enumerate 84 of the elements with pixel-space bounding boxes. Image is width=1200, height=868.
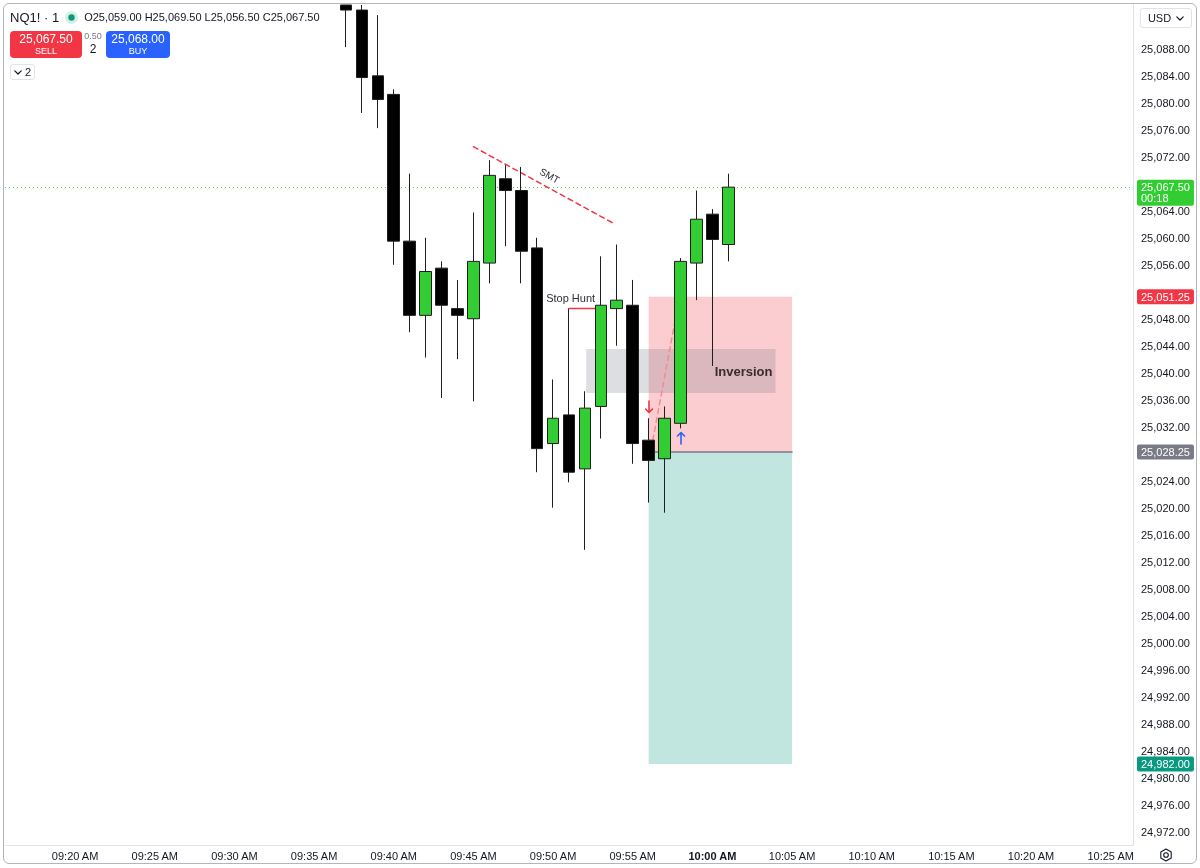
x-tick-label: 09:25 AM: [131, 849, 179, 862]
candlestick: [451, 279, 464, 360]
candlestick: [658, 405, 671, 514]
y-tick-label: 24,972.00: [1141, 825, 1190, 838]
y-tick-label: 25,004.00: [1141, 609, 1190, 622]
y-tick-label: 25,000.00: [1141, 636, 1190, 649]
y-tick-label: 25,060.00: [1141, 231, 1190, 244]
candlestick: [372, 14, 384, 129]
y-tick-label: 24,976.00: [1141, 798, 1190, 811]
currency-button: USD: [1140, 8, 1192, 28]
quantity-field: 2: [84, 42, 102, 57]
annotation: Inversion: [714, 363, 773, 379]
x-tick-label: 10:25 AM: [1087, 849, 1134, 862]
candlestick: [340, 4, 352, 48]
y-tick-label: 25,016.00: [1141, 528, 1190, 541]
y-tick-label: 25,072.00: [1141, 150, 1190, 163]
y-tick-label: 25,084.00: [1141, 69, 1190, 82]
annotation: 25,067.50: [18, 32, 74, 46]
x-tick-label: 10:15 AM: [928, 849, 975, 862]
candlestick: [467, 211, 480, 402]
y-tick-label: 24,992.00: [1141, 690, 1190, 703]
x-tick-label: 09:30 AM: [211, 849, 258, 862]
x-tick-label: 10:05 AM: [768, 849, 816, 862]
x-tick-label: 09:35 AM: [290, 849, 338, 862]
chart-title: NQ1! · 1: [10, 9, 60, 25]
y-tick-label: 25,088.00: [1141, 42, 1190, 55]
y-tick-label: 25,028.25: [1141, 445, 1190, 458]
candlestick: [531, 237, 543, 473]
y-tick-label: 24,982.00: [1141, 758, 1190, 771]
collapse-button: 2: [10, 64, 35, 80]
y-tick-label: 25,020.00: [1141, 501, 1190, 514]
ref-line-label: 25,067.50 00:18: [1141, 181, 1190, 205]
candlestick: [435, 260, 448, 399]
x-tick-label: 09:55 AM: [609, 849, 656, 862]
y-tick-label: 25,044.00: [1141, 339, 1190, 352]
candlestick: [610, 244, 623, 347]
x-tick-label: 09:50 AM: [529, 849, 577, 862]
x-tick-label: 10:00 AM: [688, 849, 737, 862]
y-tick-label: 25,012.00: [1141, 555, 1190, 568]
candlestick: [690, 190, 703, 301]
candlestick: [419, 237, 432, 359]
y-tick-label: 24,988.00: [1141, 717, 1190, 730]
y-tick-label: 25,040.00: [1141, 366, 1190, 379]
annotation: Stop Hunt: [546, 291, 596, 304]
y-tick-label: 25,051.25: [1141, 290, 1190, 303]
text: O25,059.00 H25,069.50 L25,056.50 C25,067.50: [84, 11, 320, 23]
candlestick: [595, 255, 607, 439]
annotation: BUY: [127, 46, 149, 56]
x-tick-label: 10:10 AM: [848, 849, 895, 862]
annotation: SMT: [537, 165, 562, 186]
candlestick: [547, 378, 559, 509]
sell-button: 25,067.50 SELL: [10, 31, 82, 58]
candlestick: [403, 173, 416, 333]
y-tick-label: 24,996.00: [1141, 663, 1190, 676]
y-tick-label: 25,076.00: [1141, 123, 1190, 136]
candlestick: [387, 88, 400, 266]
annotation: SELL: [34, 46, 58, 56]
candlestick: [499, 164, 512, 247]
x-tick-label: 10:20 AM: [1007, 849, 1055, 862]
y-tick-label: 25,024.00: [1141, 474, 1190, 487]
annotation: 0.50: [83, 31, 103, 41]
candlestick: [706, 208, 719, 367]
y-tick-label: 24,980.00: [1141, 771, 1190, 784]
y-tick-label: 25,048.00: [1141, 312, 1190, 325]
annotation: 25,068.00: [110, 32, 166, 46]
x-tick-label: 09:40 AM: [370, 849, 417, 862]
y-tick-label: 25,036.00: [1141, 393, 1190, 406]
y-tick-label: 25,008.00: [1141, 582, 1190, 595]
candlestick: [563, 308, 575, 483]
y-tick-label: 25,080.00: [1141, 96, 1190, 109]
candlestick: [642, 417, 655, 504]
candlestick: [626, 279, 639, 465]
y-tick-label: 25,056.00: [1141, 258, 1190, 271]
y-tick-label: 24,984.00: [1141, 744, 1190, 757]
candlestick: [356, 4, 368, 114]
candlestick: [674, 257, 687, 429]
candlestick: [579, 390, 591, 551]
buy-button: 25,068.00 BUY: [106, 31, 170, 58]
x-tick-label: 09:20 AM: [51, 849, 99, 862]
y-tick-label: 25,064.00: [1141, 204, 1190, 217]
x-tick-label: 09:45 AM: [450, 849, 497, 862]
annotation: 2: [24, 66, 32, 78]
candlestick: [515, 166, 528, 284]
y-tick-label: 25,032.00: [1141, 420, 1190, 433]
